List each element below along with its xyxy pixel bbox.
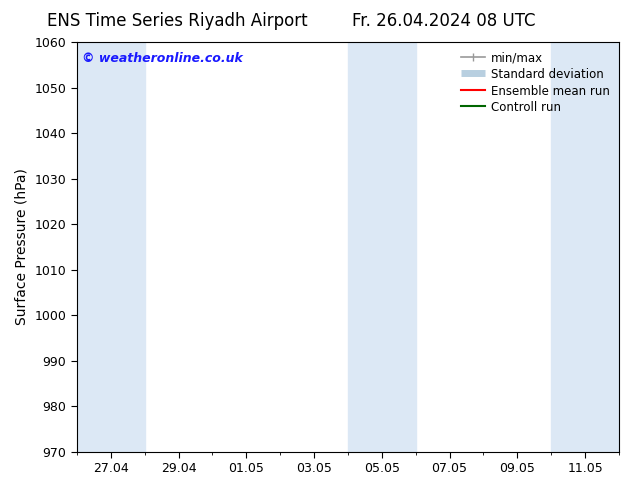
Text: ENS Time Series Riyadh Airport: ENS Time Series Riyadh Airport [47, 12, 308, 30]
Bar [348, 42, 416, 452]
Bar [551, 42, 619, 452]
Bar [77, 42, 145, 452]
Text: Fr. 26.04.2024 08 UTC: Fr. 26.04.2024 08 UTC [352, 12, 536, 30]
Text: © weatheronline.co.uk: © weatheronline.co.uk [82, 52, 243, 65]
Legend: min/max, Standard deviation, Ensemble mean run, Controll run: min/max, Standard deviation, Ensemble me… [458, 48, 613, 118]
Y-axis label: Surface Pressure (hPa): Surface Pressure (hPa) [15, 169, 29, 325]
